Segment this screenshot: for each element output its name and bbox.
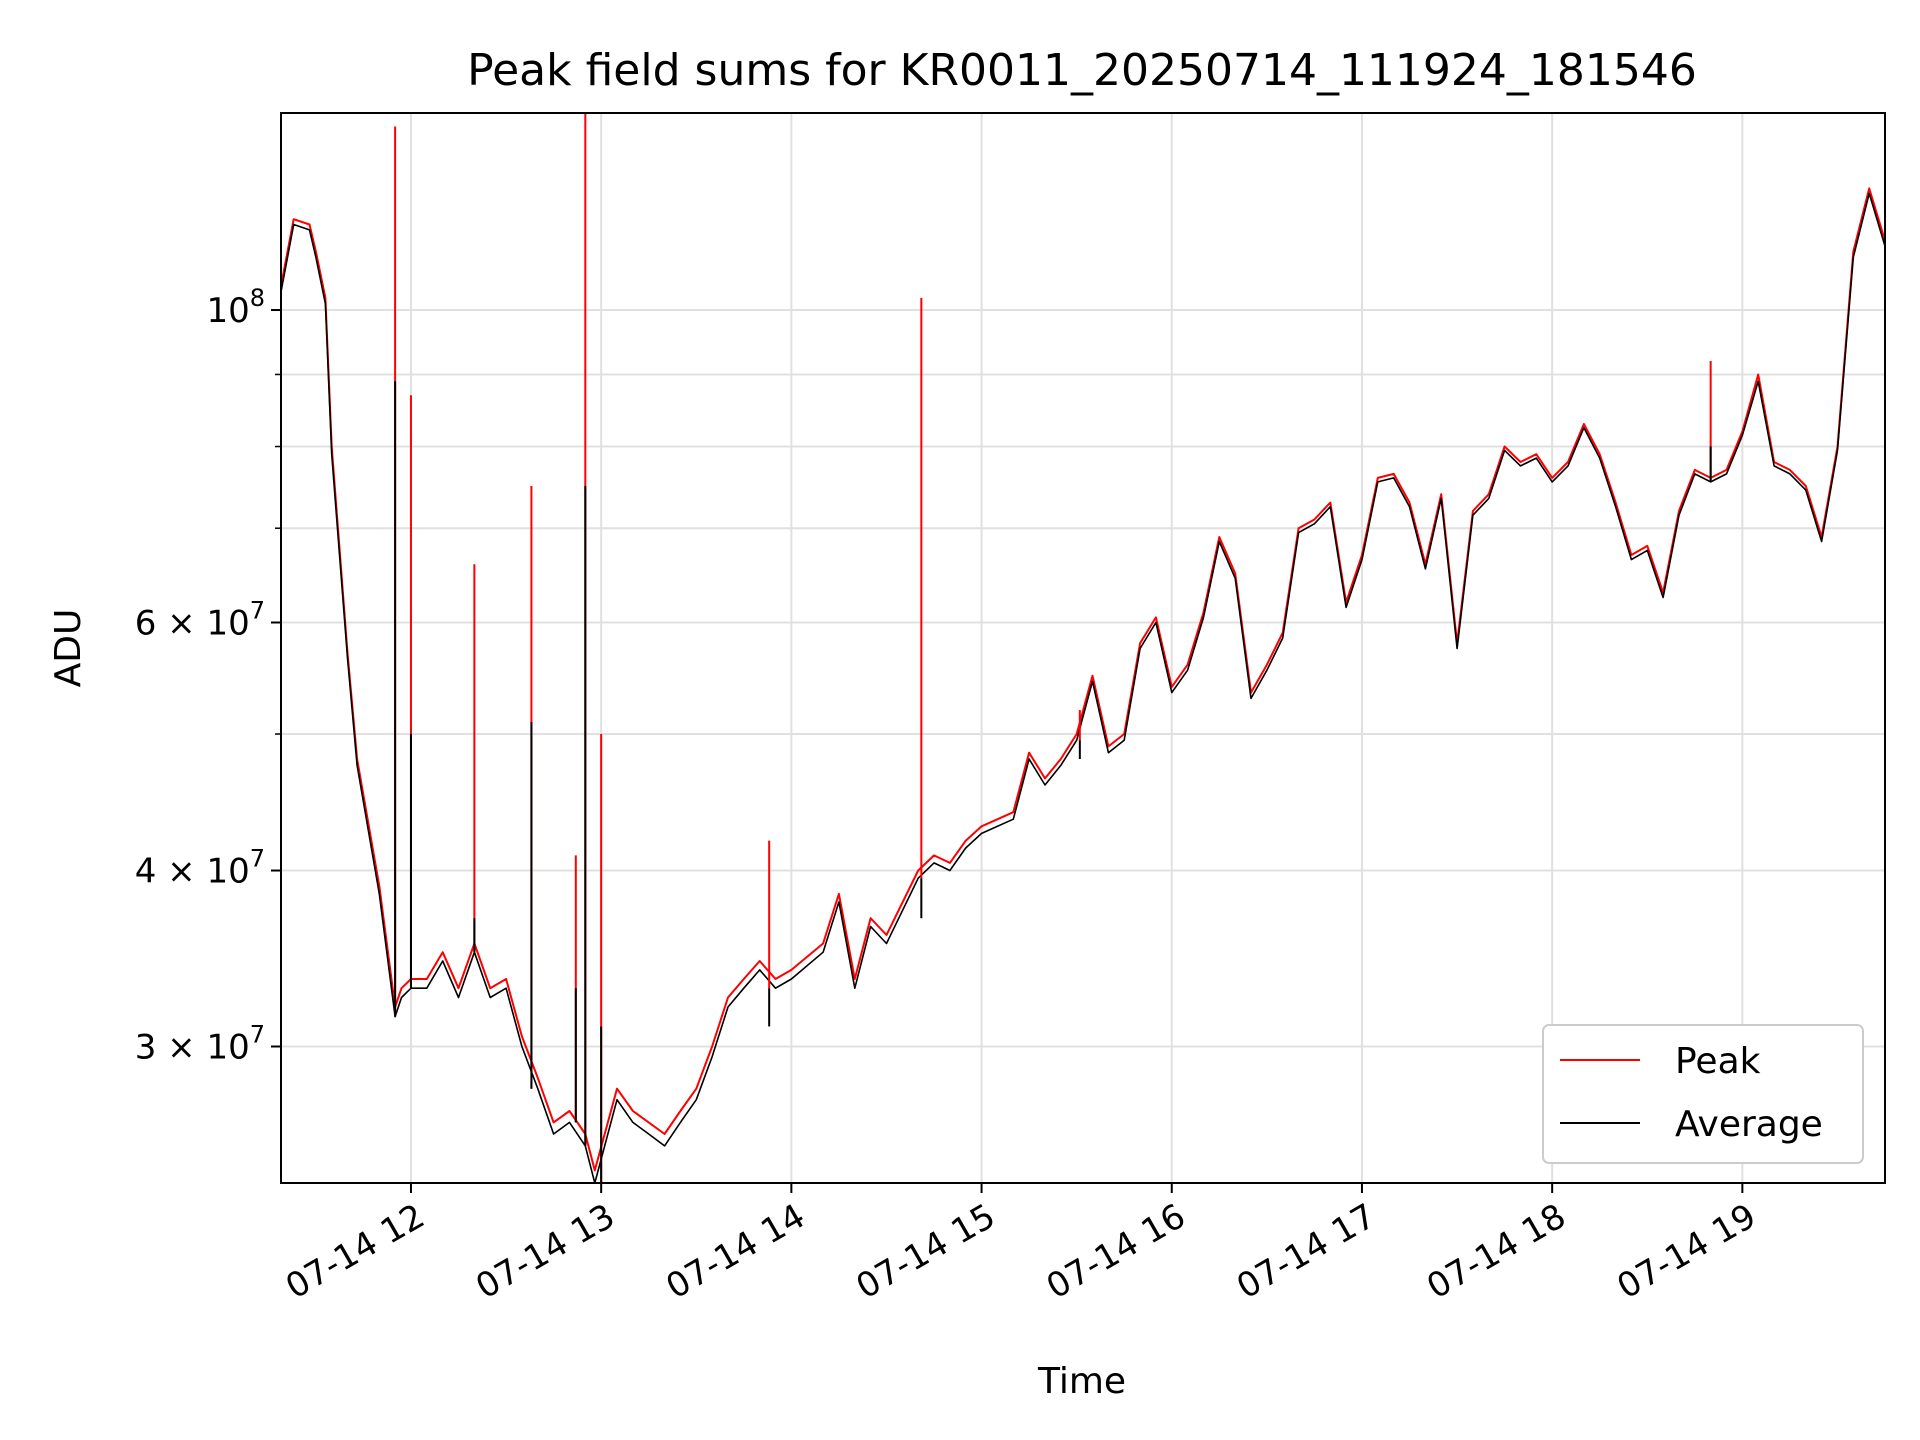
y-tick-label: 3 × 107 xyxy=(135,1021,265,1068)
series-lines xyxy=(280,113,1886,1184)
x-axis-label: Time xyxy=(1037,1361,1126,1402)
legend-label-peak: Peak xyxy=(1675,1041,1761,1082)
series-line-average xyxy=(280,192,1886,1184)
legend: Peak Average xyxy=(1542,1024,1864,1164)
series-line-peak xyxy=(280,187,1886,1172)
y-tick-label: 108 xyxy=(206,284,265,331)
legend-label-average: Average xyxy=(1675,1104,1823,1145)
y-axis-label: ADU xyxy=(48,609,89,688)
y-tick-label: 6 × 107 xyxy=(135,596,265,643)
chart-title: Peak field sums for KR0011_20250714_1119… xyxy=(467,45,1697,96)
y-tick-label: 4 × 107 xyxy=(135,845,265,892)
grid-lines xyxy=(281,113,1885,1183)
y-axis-ticks: 3 × 107 4 × 107 6 × 107 108 xyxy=(135,284,281,1068)
plot-frame xyxy=(280,112,1886,1184)
